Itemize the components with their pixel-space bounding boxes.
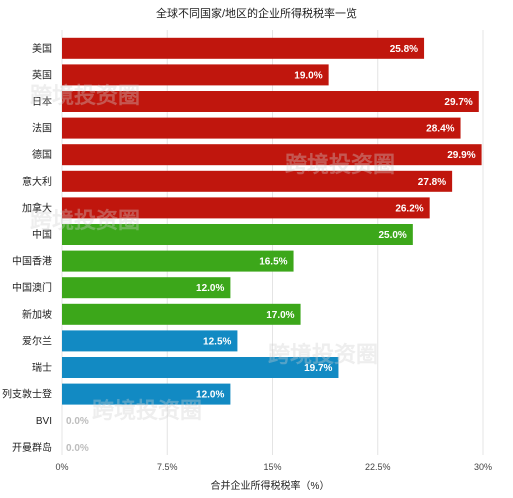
watermark-text: 跨境投资圈 <box>92 398 202 423</box>
watermark-text: 跨境投资圈 <box>30 208 140 233</box>
bar <box>62 37 425 59</box>
value-labels: 25.8% 19.0% 29.7% 28.4% 29.9% 27.8% 26.2% 25.0%… <box>66 44 476 454</box>
watermark-text: 跨境投资圈 <box>285 152 395 177</box>
bar <box>62 330 238 352</box>
x-tick-label: 0% <box>55 462 68 472</box>
value-label: 28.4% <box>426 124 454 135</box>
bar <box>62 117 461 139</box>
value-label: 17.0% <box>266 310 294 321</box>
value-label: 27.8% <box>418 177 446 188</box>
category-label: 中国 <box>32 228 52 241</box>
bar <box>62 277 231 299</box>
value-label: 29.7% <box>444 97 472 108</box>
value-label: 16.5% <box>259 257 287 268</box>
x-axis-title: 合并企业所得税税率（%） <box>211 479 330 492</box>
value-label: 0.0% <box>66 416 89 427</box>
value-label: 25.0% <box>378 230 406 241</box>
category-label: 中国香港 <box>12 255 52 268</box>
chart-title: 全球不同国家/地区的企业所得税税率一览 <box>156 6 357 20</box>
category-label: 日本 <box>32 95 52 108</box>
x-tick-label: 30% <box>474 462 492 472</box>
watermark-text: 跨境投资圈 <box>268 342 378 367</box>
category-label: 中国澳门 <box>12 281 52 294</box>
bar <box>62 250 294 272</box>
category-label: 列支敦士登 <box>2 388 52 401</box>
x-tick-label: 7.5% <box>157 462 178 472</box>
bar <box>62 91 479 112</box>
bar <box>62 357 339 378</box>
category-label: 开曼群岛 <box>12 441 52 454</box>
value-label: 12.0% <box>196 283 224 294</box>
bar <box>62 303 301 325</box>
bar <box>62 197 430 219</box>
category-label: 瑞士 <box>32 361 52 374</box>
value-label: 19.0% <box>294 70 322 81</box>
bar <box>62 170 453 192</box>
category-label: BVI <box>36 416 52 427</box>
x-tick-labels: 0% 7.5% 15% 22.5% 30% <box>55 462 492 472</box>
value-label: 19.7% <box>304 363 332 374</box>
category-label: 新加坡 <box>22 308 52 321</box>
watermark-text: 跨境投资圈 <box>30 83 140 108</box>
value-label: 12.5% <box>203 336 231 347</box>
bar <box>62 224 413 245</box>
bars <box>62 37 482 405</box>
value-label: 0.0% <box>66 443 89 454</box>
x-tick-label: 22.5% <box>365 462 391 472</box>
category-label: 爱尔兰 <box>22 334 52 347</box>
value-label: 12.0% <box>196 390 224 401</box>
category-label: 德国 <box>32 148 52 161</box>
category-label: 意大利 <box>22 175 52 188</box>
category-label: 美国 <box>32 42 52 55</box>
value-label: 29.9% <box>447 150 475 161</box>
value-label: 25.8% <box>390 44 418 55</box>
value-label: 26.2% <box>395 203 423 214</box>
bar <box>62 383 231 405</box>
x-tick-label: 15% <box>263 462 281 472</box>
category-label: 加拿大 <box>22 201 52 214</box>
category-label: 英国 <box>32 68 52 81</box>
category-label: 法国 <box>32 122 52 135</box>
watermark: 跨境投资圈 跨境投资圈 跨境投资圈 跨境投资圈 跨境投资圈 <box>30 83 395 423</box>
bar <box>62 144 482 166</box>
bar <box>62 64 329 86</box>
